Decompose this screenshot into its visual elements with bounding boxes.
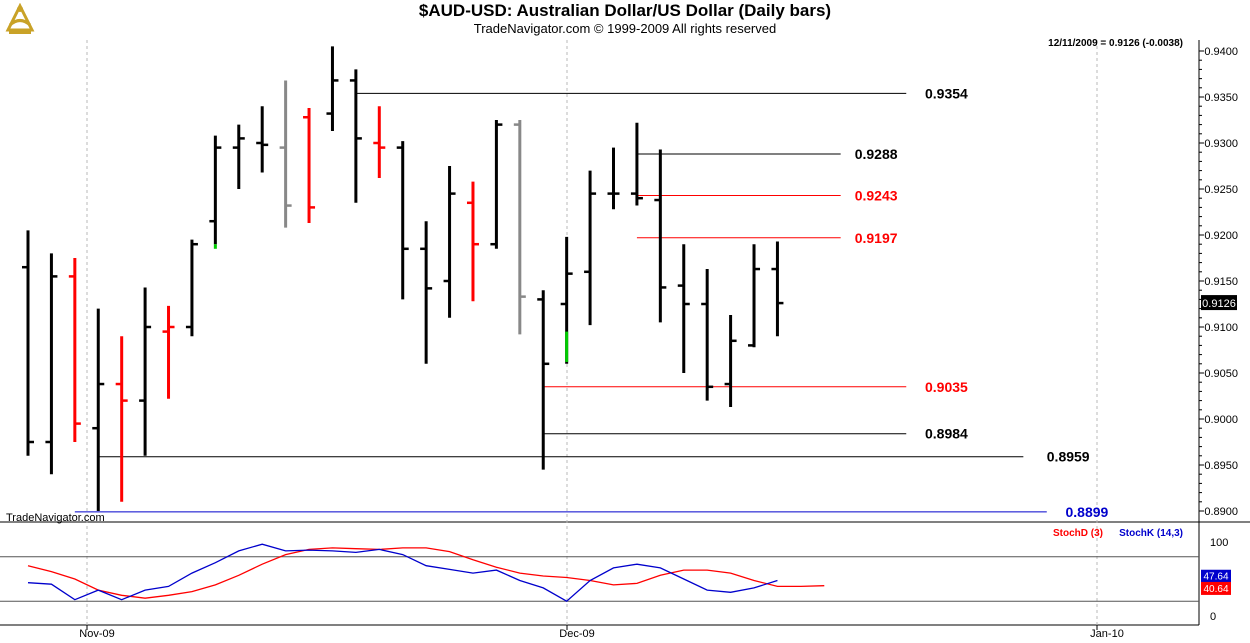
ohlc-bar[interactable] — [22, 230, 34, 456]
price-tick-label: 0.9100 — [1204, 322, 1238, 334]
time-tick-label: Nov-09 — [79, 628, 114, 640]
ohlc-bar[interactable] — [303, 108, 316, 224]
stoch-value-box — [1201, 581, 1231, 595]
copyright-notice: TradeNavigator.com © 1999-2009 All right… — [473, 21, 777, 36]
price-tick-label: 0.9350 — [1204, 92, 1238, 104]
stoch-value-label: 47.64 — [1203, 572, 1228, 583]
price-tick-label: 0.9050 — [1204, 368, 1238, 380]
sextant-logo-icon — [5, 3, 35, 34]
last-price-box — [1201, 295, 1237, 311]
ohlc-bar[interactable] — [537, 290, 550, 470]
ohlc-bar[interactable] — [373, 106, 386, 178]
level-label: 0.8899 — [1066, 504, 1109, 520]
price-tick-label: 0.9000 — [1204, 414, 1238, 426]
ohlc-bar[interactable] — [396, 141, 409, 300]
ohlc-bar[interactable] — [748, 244, 761, 348]
stoch-tick-label: 100 — [1210, 537, 1228, 549]
stoch-series-line — [27, 547, 825, 599]
ohlc-bar[interactable] — [771, 241, 784, 337]
ohlc-bar[interactable] — [209, 135, 222, 245]
price-tick-label: 0.9250 — [1204, 184, 1238, 196]
price-tick-label: 0.9300 — [1204, 138, 1238, 150]
watermark-text: TradeNavigator.com — [6, 512, 105, 524]
stochd-legend: StochD (3) — [1053, 528, 1103, 539]
level-label: 0.9354 — [925, 85, 968, 101]
ohlc-bar[interactable] — [584, 170, 597, 326]
ohlc-bar[interactable] — [139, 287, 152, 456]
stoch-value-label: 40.64 — [1203, 584, 1228, 595]
ohlc-bar[interactable] — [513, 120, 526, 335]
ohlc-bar[interactable] — [701, 269, 714, 401]
level-label: 0.9035 — [925, 379, 968, 395]
ohlc-bar[interactable] — [677, 244, 690, 373]
ohlc-bar[interactable] — [630, 122, 643, 206]
time-tick-label: Dec-09 — [559, 628, 594, 640]
price-tick-label: 0.8900 — [1204, 506, 1238, 518]
price-tick-label: 0.8950 — [1204, 460, 1238, 472]
stoch-series-line — [27, 543, 778, 602]
ohlc-bar[interactable] — [45, 253, 58, 475]
chart-title: $AUD-USD: Australian Dollar/US Dollar (D… — [418, 1, 832, 20]
ohlc-bar[interactable] — [349, 69, 362, 203]
ohlc-bar[interactable] — [466, 181, 479, 302]
quote-readout: 12/11/2009 = 0.9126 (-0.0038) — [1048, 38, 1183, 49]
level-label: 0.8959 — [1047, 449, 1090, 465]
ohlc-bar[interactable] — [279, 80, 292, 228]
ohlc-bar[interactable] — [162, 305, 175, 399]
price-tick-label: 0.9200 — [1204, 230, 1238, 242]
last-price-label: 0.9126 — [1202, 298, 1236, 310]
ohlc-bar[interactable] — [256, 106, 269, 173]
level-label: 0.9197 — [855, 230, 898, 246]
ohlc-bar[interactable] — [115, 336, 128, 502]
ohlc-bar[interactable] — [68, 258, 81, 442]
time-tick-label: Jan-10 — [1090, 628, 1124, 640]
ohlc-bar[interactable] — [92, 308, 105, 511]
ohlc-bar[interactable] — [724, 315, 737, 408]
ohlc-bar[interactable] — [326, 46, 339, 132]
ohlc-bar[interactable] — [607, 147, 620, 210]
price-tick-label: 0.9150 — [1204, 276, 1238, 288]
stoch-tick-label: 0 — [1210, 611, 1216, 623]
ohlc-bar[interactable] — [185, 239, 198, 337]
ohlc-bar[interactable] — [490, 120, 503, 249]
ohlc-bar[interactable] — [443, 166, 456, 318]
level-label: 0.8984 — [925, 426, 968, 442]
level-label: 0.9243 — [855, 187, 898, 203]
level-label: 0.9288 — [855, 146, 898, 162]
stochk-legend: StochK (14,3) — [1119, 528, 1183, 539]
ohlc-bar[interactable] — [232, 124, 245, 189]
stoch-value-box — [1201, 569, 1231, 583]
ohlc-bar[interactable] — [420, 221, 433, 364]
ohlc-bar[interactable] — [654, 149, 667, 323]
price-tick-label: 0.9400 — [1204, 46, 1238, 58]
